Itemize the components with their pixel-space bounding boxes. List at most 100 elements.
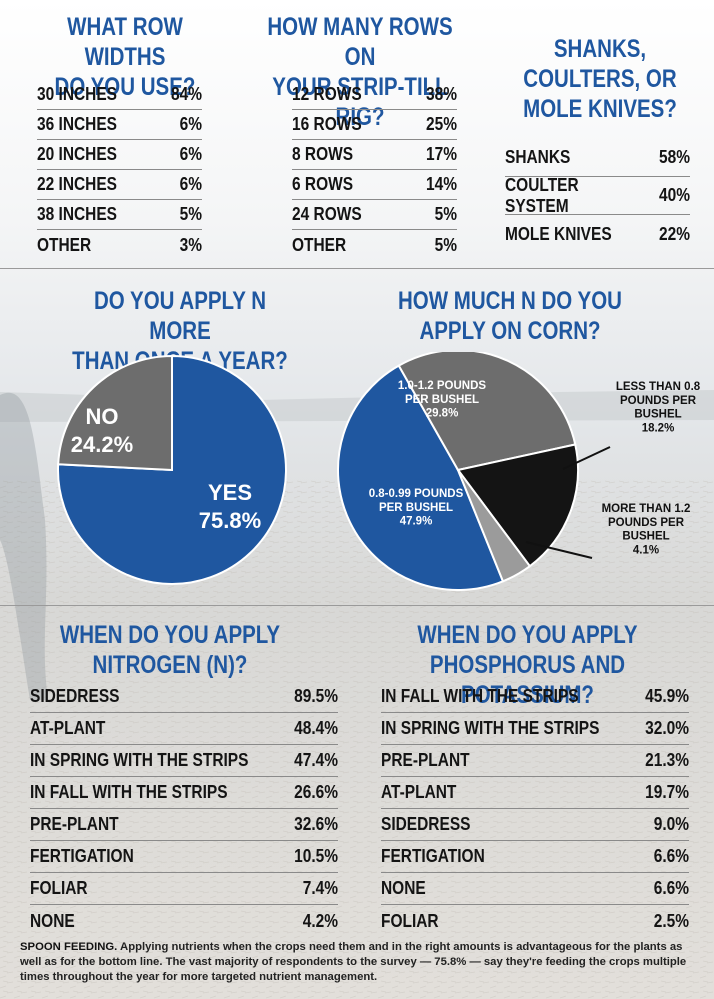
row-label: SIDEDRESS — [381, 814, 471, 834]
row-label: FERTIGATION — [381, 846, 485, 866]
row-label: MOLE KNIVES — [505, 223, 612, 244]
slice-label: 1.0-1.2 POUNDS PER BUSHEL 29.8% — [398, 380, 487, 420]
pie-slice — [397, 352, 577, 472]
title-line: COULTERS, OR — [523, 65, 677, 93]
row-value: 14% — [426, 174, 457, 194]
slice-label-line: PER BUSHEL — [405, 394, 479, 406]
slice-label-line: POUNDS PER — [608, 517, 685, 529]
table-row: COULTER SYSTEM 40% — [505, 174, 690, 216]
row-label: IN FALL WITH THE STRIPS — [30, 782, 228, 802]
row-value: 6% — [179, 114, 202, 134]
row-label: NONE — [381, 878, 426, 898]
slice-label-line: MORE THAN 1.2 — [602, 503, 691, 515]
how-much-n-pie-chart: 0.8-0.99 POUNDS PER BUSHEL 47.9% 1.0-1.2 PO… — [337, 352, 701, 591]
row-value: 7.4% — [302, 878, 338, 898]
table-row: NONE 6.6% — [381, 873, 689, 905]
leader-line — [562, 446, 611, 470]
table-row: 22 INCHES 6% — [37, 170, 202, 200]
when-n-title: WHEN DO YOU APPLY NITROGEN (N)? — [55, 620, 285, 680]
row-value: 32.6% — [294, 814, 338, 834]
row-value: 6% — [179, 144, 202, 164]
row-label: 8 ROWS — [292, 144, 354, 164]
table-row: 8 ROWS 17% — [292, 140, 457, 170]
row-value: 9.0% — [653, 814, 689, 834]
slice-label: LESS THAN 0.8 POUNDS PER BUSHEL 18.2% — [616, 381, 701, 434]
slice-label-line: 4.1% — [633, 544, 659, 556]
row-label: 6 ROWS — [292, 174, 354, 194]
slice-label-line: 75.8% — [199, 508, 261, 533]
table-row: MOLE KNIVES 22% — [505, 215, 690, 253]
slice-label-line: PER BUSHEL — [379, 502, 453, 514]
pie-slice — [457, 469, 532, 583]
title-line: APPLY ON CORN? — [419, 317, 601, 345]
row-value: 6.6% — [653, 878, 689, 898]
rig-rows-title: HOW MANY ROWS ON YOUR STRIP-TILL RIG? — [262, 12, 459, 132]
table-row: OTHER 3% — [37, 230, 202, 260]
slice-label: MORE THAN 1.2 POUNDS PER BUSHEL 4.1% — [602, 503, 691, 556]
pie-slice — [57, 354, 287, 585]
row-label: SIDEDRESS — [30, 686, 120, 706]
row-value: 6.6% — [653, 846, 689, 866]
slice-label-line: POUNDS PER — [620, 395, 697, 407]
title-line: PHOSPHORUS AND POTASSIUM? — [429, 651, 626, 709]
table-row: NONE 4.2% — [30, 905, 338, 937]
row-value: 5% — [434, 234, 457, 255]
row-label: 30 INCHES — [37, 84, 118, 104]
slice-label-line: 1.0-1.2 POUNDS — [398, 380, 487, 392]
title-line: HOW MANY ROWS ON — [267, 13, 453, 71]
row-label: 16 ROWS — [292, 114, 362, 134]
row-label: SHANKS — [505, 147, 571, 167]
row-label: FERTIGATION — [30, 846, 134, 866]
leader-line — [525, 541, 593, 559]
row-value: 38% — [426, 84, 457, 104]
table-row: AT-PLANT 48.4% — [30, 713, 338, 745]
row-label: AT-PLANT — [381, 782, 457, 802]
row-label: OTHER — [37, 234, 92, 255]
row-label: 38 INCHES — [37, 204, 118, 224]
row-label: PRE-PLANT — [30, 814, 119, 834]
row-value: 21.3% — [645, 750, 689, 770]
title-line: NITROGEN (N)? — [92, 651, 248, 679]
apply-n-pie-chart: YES 75.8% NO 24.2% — [57, 354, 287, 585]
shanks-table: SHANKS 58% COULTER SYSTEM 40% MOLE KNIVES 22% — [505, 139, 690, 253]
how-much-n-title: HOW MUCH N DO YOU APPLY ON CORN? — [387, 286, 633, 346]
row-value: 26.6% — [294, 782, 338, 802]
row-label: 20 INCHES — [37, 144, 118, 164]
table-row: SHANKS 58% — [505, 139, 690, 177]
caption-lead: SPOON FEEDING. — [20, 941, 118, 953]
row-value: 3% — [179, 234, 202, 255]
row-value: 4.2% — [302, 910, 338, 931]
slice-label-line: 18.2% — [642, 422, 675, 434]
row-label: NONE — [30, 910, 75, 931]
when-pk-table: IN FALL WITH THE STRIPS 45.9% IN SPRING WI… — [381, 681, 689, 937]
table-row: 6 ROWS 14% — [292, 170, 457, 200]
table-row: AT-PLANT 19.7% — [381, 777, 689, 809]
row-value: 84% — [171, 84, 202, 104]
table-row: FERTIGATION 6.6% — [381, 841, 689, 873]
title-line: MOLE KNIVES? — [523, 95, 677, 123]
slice-label-line: LESS THAN 0.8 — [616, 381, 701, 393]
title-line: WHAT ROW WIDTHS — [67, 13, 183, 71]
row-value: 17% — [426, 144, 457, 164]
table-row: 12 ROWS 38% — [292, 80, 457, 110]
slice-label-line: 0.8-0.99 POUNDS — [369, 488, 464, 500]
row-value: 48.4% — [294, 718, 338, 738]
row-value: 5% — [179, 204, 202, 224]
row-label: IN FALL WITH THE STRIPS — [381, 686, 579, 706]
row-value: 10.5% — [294, 846, 338, 866]
slice-label-line: 47.9% — [400, 516, 433, 528]
row-label: 22 INCHES — [37, 174, 118, 194]
row-label: PRE-PLANT — [381, 750, 470, 770]
pie-slice — [337, 364, 505, 591]
caption: SPOON FEEDING. Applying nutrients when t… — [20, 940, 696, 985]
rig-rows-table: 12 ROWS 38% 16 ROWS 25% 8 ROWS 17% 6 ROWS 14% 24… — [292, 80, 457, 260]
row-value: 89.5% — [294, 686, 338, 706]
table-row: FOLIAR 7.4% — [30, 873, 338, 905]
table-row: 24 ROWS 5% — [292, 200, 457, 230]
slice-label-line: 29.8% — [426, 408, 459, 420]
row-value: 25% — [426, 114, 457, 134]
title-line: DO YOU USE? — [54, 73, 196, 101]
row-label: 12 ROWS — [292, 84, 362, 104]
row-label: COULTER SYSTEM — [505, 174, 579, 216]
slice-label-line: YES — [208, 480, 252, 505]
